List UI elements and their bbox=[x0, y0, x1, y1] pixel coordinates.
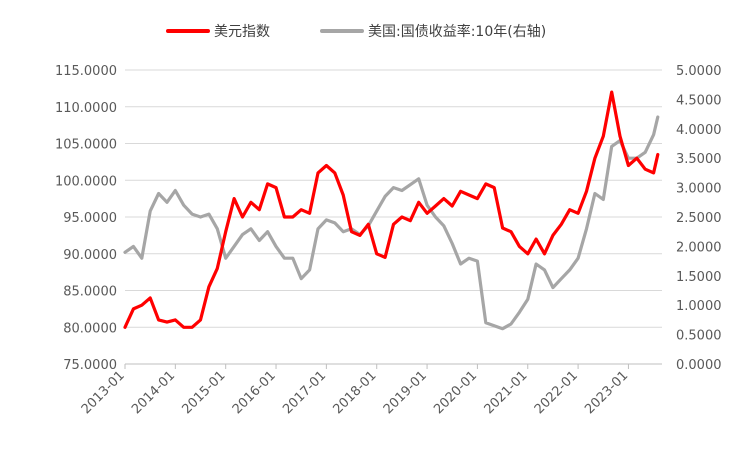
right-y-tick-label: 2.5000 bbox=[676, 211, 722, 226]
gridlines bbox=[125, 69, 662, 365]
x-tick-label: 2017-01 bbox=[280, 368, 329, 417]
right-y-tick-label: 0.5000 bbox=[676, 329, 722, 344]
x-tick-label: 2023-01 bbox=[582, 368, 631, 417]
x-tick-label: 2019-01 bbox=[381, 368, 430, 417]
right-y-tick-label: 3.5000 bbox=[676, 152, 722, 167]
left-y-axis: 75.0000 80.0000 85.0000 90.0000 95.0000 100.0… bbox=[55, 64, 117, 373]
right-y-tick-label: 5.0000 bbox=[676, 64, 722, 79]
right-y-tick-label: 3.0000 bbox=[676, 182, 722, 197]
right-y-tick-label: 4.0000 bbox=[676, 123, 722, 138]
left-y-tick-label: 100.0000 bbox=[55, 174, 117, 189]
x-tick-label: 2018-01 bbox=[331, 368, 380, 417]
right-y-tick-label: 1.0000 bbox=[676, 299, 722, 314]
right-y-axis: 0.0000 0.5000 1.0000 1.5000 2.0000 2.5000 3.00… bbox=[676, 64, 722, 373]
left-y-tick-label: 110.0000 bbox=[55, 101, 117, 116]
x-tick-label: 2021-01 bbox=[482, 368, 531, 417]
right-y-tick-label: 0.0000 bbox=[676, 358, 722, 373]
right-y-tick-label: 4.5000 bbox=[676, 93, 722, 108]
left-y-tick-label: 75.0000 bbox=[63, 358, 117, 373]
x-tick-label: 2016-01 bbox=[230, 368, 279, 417]
right-y-tick-label: 2.0000 bbox=[676, 240, 722, 255]
x-tick-label: 2022-01 bbox=[532, 368, 581, 417]
series-lines bbox=[123, 90, 660, 331]
left-y-tick-label: 85.0000 bbox=[63, 285, 117, 300]
x-tick-label: 2013-01 bbox=[79, 368, 128, 417]
dollar-index-line bbox=[123, 90, 660, 329]
left-y-tick-label: 105.0000 bbox=[55, 138, 117, 153]
x-tick-label: 2020-01 bbox=[431, 368, 480, 417]
x-tick-label: 2015-01 bbox=[179, 368, 228, 417]
left-y-tick-label: 95.0000 bbox=[63, 211, 117, 226]
right-y-tick-label: 1.5000 bbox=[676, 270, 722, 285]
x-tick-label: 2014-01 bbox=[129, 368, 178, 417]
left-y-tick-label: 115.0000 bbox=[55, 64, 117, 79]
legend-label-us-10y-yield: 美国:国债收益率:10年(右轴) bbox=[368, 23, 546, 40]
legend: 美元指数 美国:国债收益率:10年(右轴) bbox=[166, 23, 546, 40]
us-10y-yield-line bbox=[123, 115, 660, 331]
left-y-tick-label: 90.0000 bbox=[63, 248, 117, 263]
left-y-tick-label: 80.0000 bbox=[63, 321, 117, 336]
legend-label-dollar-index: 美元指数 bbox=[214, 24, 270, 40]
x-axis: 2013-01 2014-01 2015-01 2016-01 2017-01 2018-… bbox=[79, 363, 662, 417]
